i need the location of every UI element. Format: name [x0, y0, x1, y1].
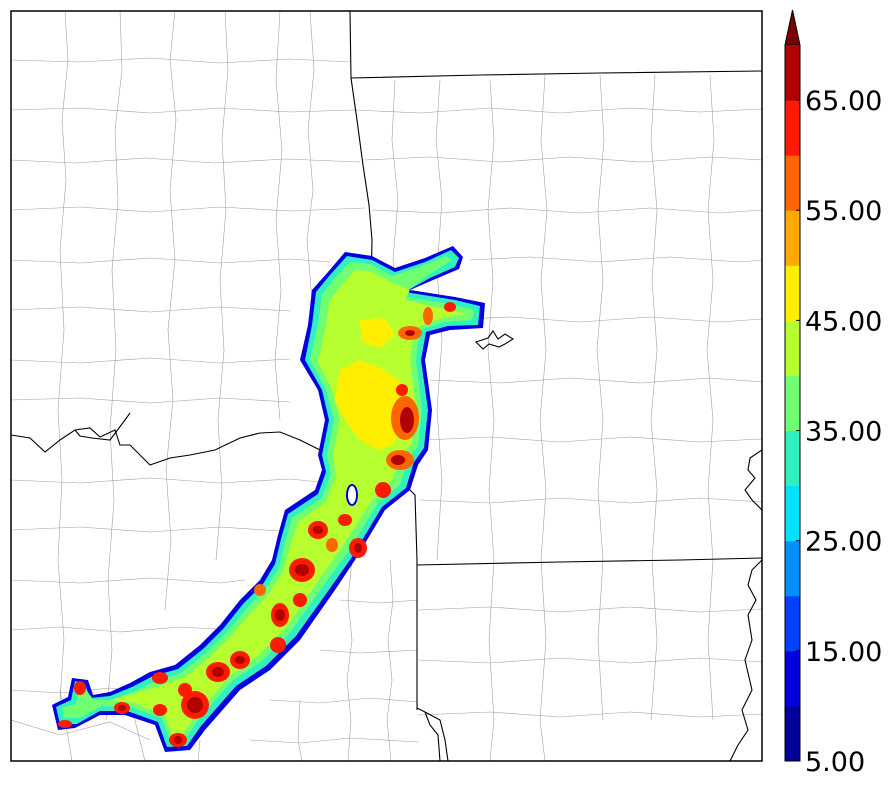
colorbar-frame — [784, 45, 801, 762]
colorbar-segment — [785, 100, 800, 156]
colorbar-segment — [785, 210, 800, 266]
map-panel — [11, 11, 762, 761]
state-line-east-horizontal — [416, 557, 762, 566]
field-yellow-2 — [360, 318, 395, 348]
colorbar-extend-arrow — [784, 9, 801, 46]
colorbar-segment — [785, 155, 800, 211]
colorbar-tick-label: 5.00 — [805, 747, 865, 778]
colorbar-tick-label: 35.00 — [805, 417, 882, 448]
colorbar-tick-label: 65.00 — [805, 86, 882, 117]
colorbar-segment — [785, 705, 800, 762]
field-yellow — [335, 360, 410, 450]
river-creek-west — [74, 412, 131, 441]
colorbar-tick-label: 45.00 — [805, 306, 882, 337]
lake-outline — [474, 330, 515, 350]
colorbar-segment — [785, 540, 800, 597]
colorbar: 5.00 15.00 25.00 35.00 45.00 55.00 65.00 — [784, 9, 882, 778]
colorbar-segment — [785, 265, 800, 321]
colorbar-segment — [785, 430, 800, 487]
colorbar-segment — [785, 485, 800, 542]
reflectivity-field — [52, 246, 485, 752]
map-frame — [10, 10, 763, 762]
state-line-north-horizontal — [350, 70, 762, 79]
river-east-lower — [729, 559, 762, 761]
colorbar-segment — [785, 595, 800, 652]
colorbar-tick-label: 55.00 — [805, 196, 882, 227]
colorbar-segment — [785, 375, 800, 432]
river-south-2 — [424, 711, 449, 761]
river-east-edge — [744, 449, 762, 511]
colorbar-segment — [785, 45, 800, 101]
colorbar-tick-label: 25.00 — [805, 527, 882, 558]
colorbar-segment — [785, 650, 800, 707]
colorbar-tick-label: 15.00 — [805, 637, 882, 668]
county-boundaries — [11, 11, 762, 761]
field-cores — [58, 302, 456, 747]
colorbar-segment — [785, 320, 800, 376]
river-south — [416, 707, 441, 761]
field-gap — [346, 484, 358, 506]
